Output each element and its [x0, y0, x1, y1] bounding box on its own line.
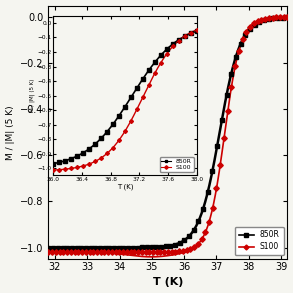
Y-axis label: M / |M| (5 K): M / |M| (5 K) [6, 105, 15, 160]
Legend: 850R, S100: 850R, S100 [235, 226, 284, 255]
X-axis label: T (K): T (K) [153, 277, 183, 287]
